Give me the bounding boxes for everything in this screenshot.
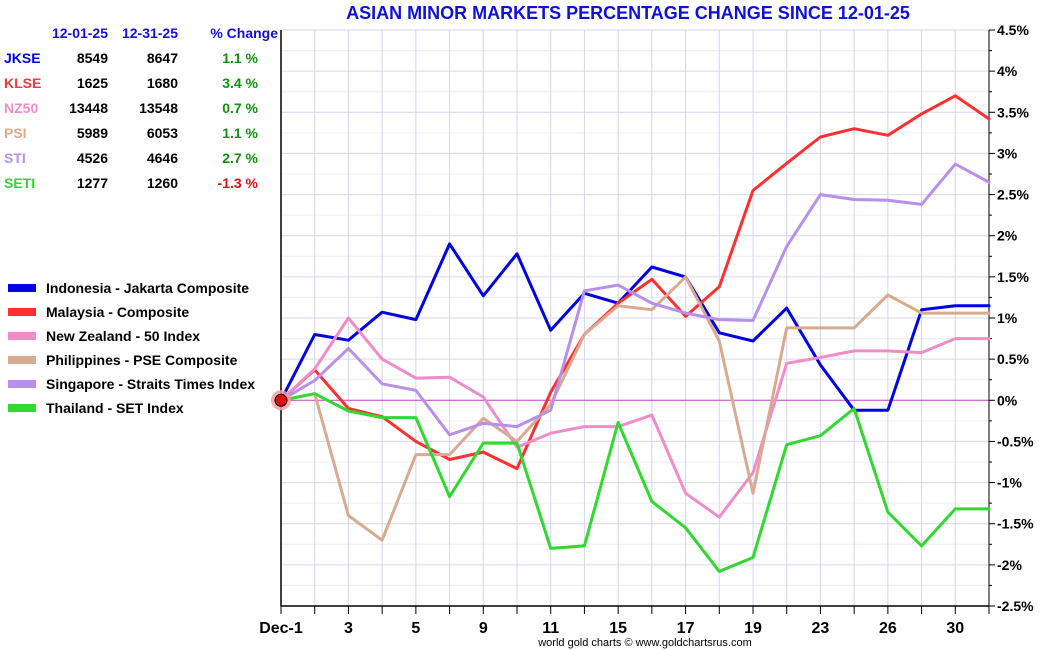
series-line-malaysia-composite (279, 94, 991, 471)
legend-label: Indonesia - Jakarta Composite (46, 280, 249, 296)
x-tick-label: 30 (946, 620, 964, 637)
legend-label: Singapore - Straits Times Index (46, 376, 255, 392)
y-tick-label: 4% (997, 63, 1018, 79)
legend-label: Thailand - SET Index (46, 400, 184, 416)
table-end-value: 8647 (147, 50, 178, 66)
x-tick-label: 5 (411, 620, 420, 637)
table-ticker: PSI (4, 125, 27, 141)
table-ticker: SETI (4, 175, 35, 191)
legend-swatch (8, 356, 36, 364)
chart-text: ASIAN MINOR MARKETS PERCENTAGE CHANGE SI… (346, 3, 910, 649)
series-line-thailand-set-index (279, 392, 991, 573)
legend-swatch (8, 404, 36, 412)
table-end-value: 13548 (139, 100, 178, 116)
grid (281, 29, 990, 607)
table-change-value: 0.7 % (222, 100, 258, 116)
x-tick-label: 23 (812, 620, 830, 637)
table-end-value: 4646 (147, 150, 178, 166)
x-tick-label: 19 (744, 620, 762, 637)
table-end-value: 6053 (147, 125, 178, 141)
table-ticker: NZ50 (4, 100, 38, 116)
table-ticker: STI (4, 150, 26, 166)
table-change-value: 2.7 % (222, 150, 258, 166)
table-ticker: KLSE (4, 75, 41, 91)
origin-marker (274, 393, 288, 407)
table-header: 12-01-25 (52, 25, 108, 41)
y-tick-label: 0% (997, 392, 1018, 408)
table-start-value: 1625 (77, 75, 108, 91)
y-tick-label: 0.5% (997, 351, 1029, 367)
table-change-value: 1.1 % (222, 125, 258, 141)
legend-swatch (8, 284, 36, 292)
y-tick-label: -1% (997, 475, 1022, 491)
table-ticker: JKSE (4, 50, 41, 66)
legend-swatch (8, 308, 36, 316)
table-change-value: -1.3 % (218, 175, 259, 191)
table-header: % Change (210, 25, 278, 41)
legend: Indonesia - Jakarta Composite Malaysia - … (8, 280, 255, 416)
table-start-value: 4526 (77, 150, 108, 166)
y-tick-label: 2.5% (997, 187, 1029, 203)
change-table: 12-01-25 12-31-25 % Change JKSE 8549 8647 1.1 … (4, 25, 278, 191)
x-tick-label: 9 (479, 620, 488, 637)
table-end-value: 1260 (147, 175, 178, 191)
y-tick-label: 4.5% (997, 22, 1029, 38)
legend-swatch (8, 332, 36, 340)
y-tick-label: 3% (997, 145, 1018, 161)
table-change-value: 1.1 % (222, 50, 258, 66)
legend-swatch (8, 380, 36, 388)
y-tick-label: 2% (997, 228, 1018, 244)
legend-label: Philippines - PSE Composite (46, 352, 238, 368)
y-tick-label: 1% (997, 310, 1018, 326)
x-tick-label: 15 (609, 620, 627, 637)
y-tick-label: -2% (997, 557, 1022, 573)
x-tick-label: 17 (677, 620, 695, 637)
x-tick-label: 3 (344, 620, 353, 637)
table-start-value: 5989 (77, 125, 108, 141)
legend-label: Malaysia - Composite (46, 304, 189, 320)
table-change-value: 3.4 % (222, 75, 258, 91)
y-tick-label: -0.5% (997, 433, 1034, 449)
axes: 4.5% 4% 3.5% 3% 2.5% 2% 1.5% 1% 0.5% 0% -0.5% -1% -1… (259, 22, 1034, 637)
table-start-value: 8549 (77, 50, 108, 66)
y-tick-label: -1.5% (997, 516, 1034, 532)
chart-title: ASIAN MINOR MARKETS PERCENTAGE CHANGE SI… (346, 3, 910, 23)
table-header: 12-31-25 (122, 25, 178, 41)
x-tick-label: 26 (879, 620, 897, 637)
x-tick-label: 11 (542, 620, 559, 637)
y-tick-label: 3.5% (997, 104, 1029, 120)
table-start-value: 13448 (69, 100, 108, 116)
legend-label: New Zealand - 50 Index (46, 328, 200, 344)
series-line-singapore-straits-times-index (279, 162, 991, 437)
series-line-philippines-pse-composite (279, 275, 991, 542)
series-line-indonesia-jakarta-composite (279, 242, 991, 412)
credit-text: world gold charts © www.goldchartsrus.co… (537, 637, 752, 649)
table-end-value: 1680 (147, 75, 178, 91)
series-lines (271, 94, 991, 573)
y-tick-label: -2.5% (997, 598, 1034, 614)
x-tick-label: Dec-1 (259, 620, 303, 637)
y-tick-label: 1.5% (997, 269, 1029, 285)
series-line-new-zealand-50-index (279, 316, 991, 519)
table-start-value: 1277 (77, 175, 108, 191)
